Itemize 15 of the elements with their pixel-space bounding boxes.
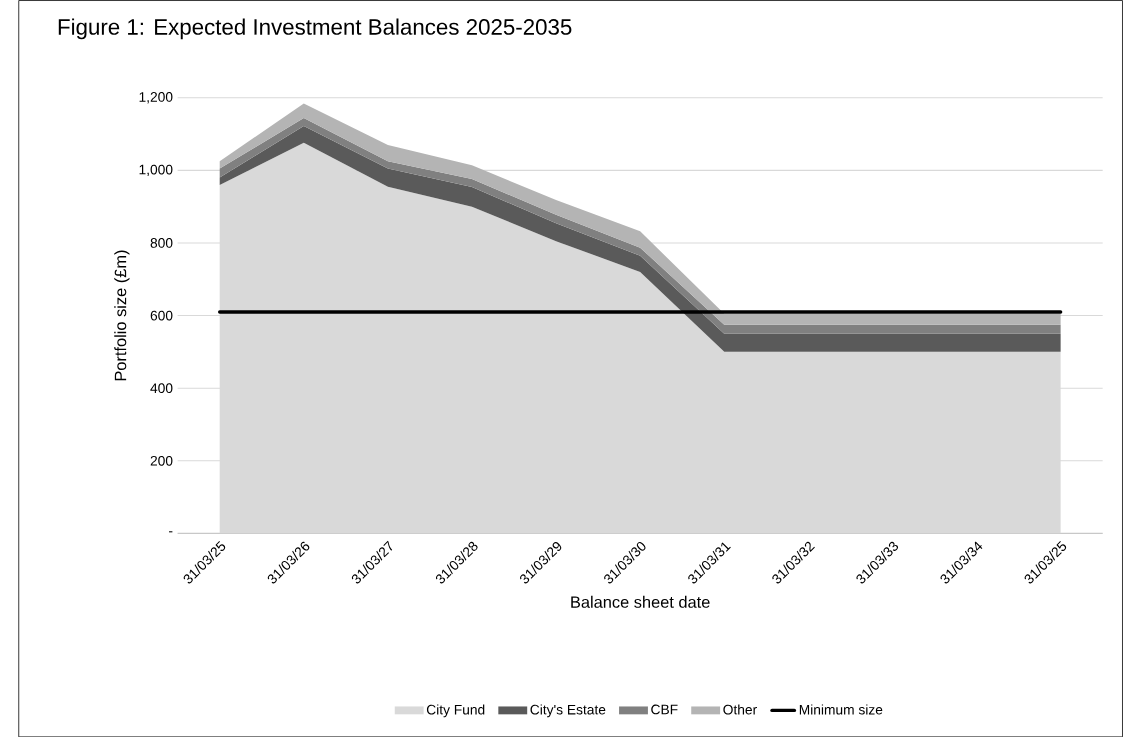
y-tick-label: 1,000 [139,164,173,176]
legend-label: City Fund [426,704,485,718]
legend-label: City's Estate [530,704,606,718]
y-tick-label: 600 [150,310,173,321]
y-tick-label: 1,200 [139,91,173,104]
legend-label: CBF [651,704,678,715]
y-tick-label: 200 [150,455,173,466]
y-axis-title: Portfolio size (£m) [114,250,130,381]
legend-label: Other [723,704,757,715]
legend-label: Minimum size [799,704,883,715]
y-tick-label: - [169,531,173,533]
chart-title: Figure 1: Expected Investment Balances 2025-2035 [58,18,572,40]
x-axis-title: Balance sheet date [571,595,710,608]
y-tick-label: 800 [150,237,173,248]
y-tick-label: 400 [150,383,173,393]
